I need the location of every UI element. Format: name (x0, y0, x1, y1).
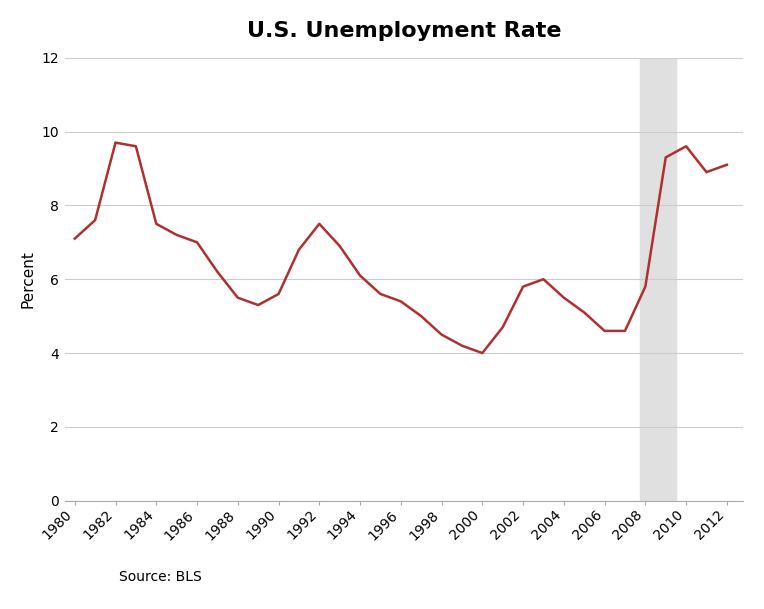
Text: Source: BLS: Source: BLS (119, 569, 202, 583)
Bar (640, 58, 676, 501)
Title: U.S. Unemployment Rate: U.S. Unemployment Rate (247, 21, 561, 41)
Y-axis label: Percent: Percent (21, 250, 36, 308)
